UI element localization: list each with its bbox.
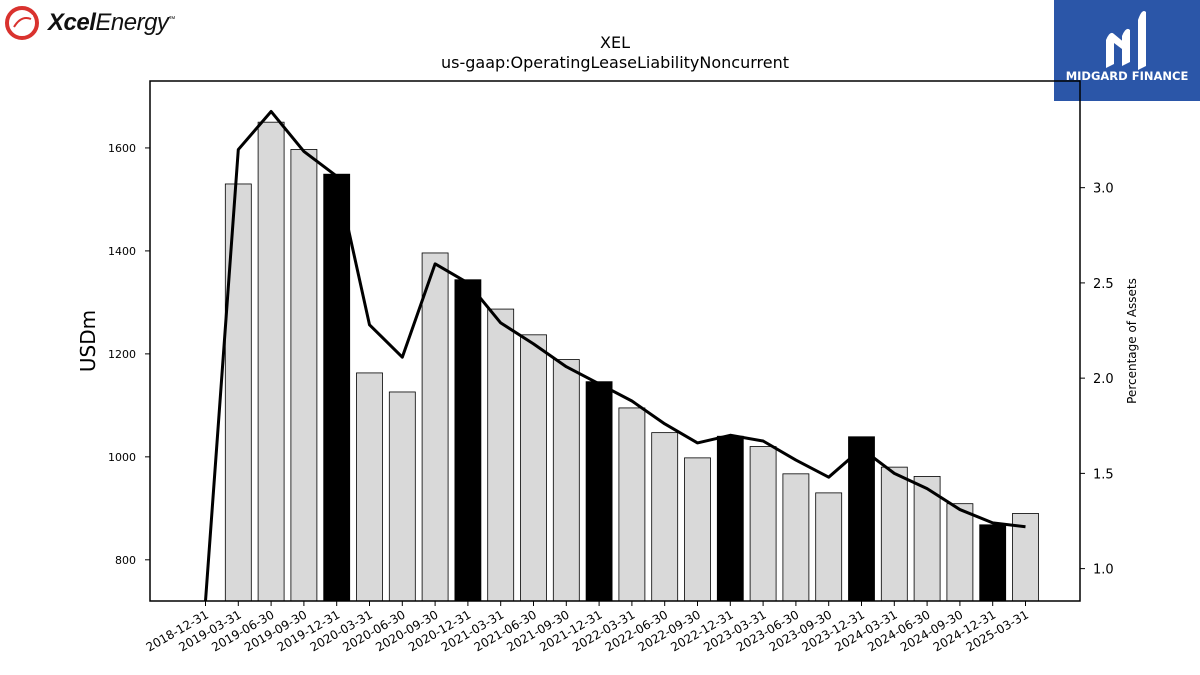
bar-2023-03-31 [749, 446, 777, 602]
bar-2019-12-31 [323, 173, 351, 602]
bar-2020-06-30 [388, 391, 416, 602]
y-right-tick-label: 2.5 [1093, 277, 1114, 292]
midgard-mark-icon [1106, 11, 1146, 70]
y-right-tick-label: 1.0 [1093, 563, 1114, 578]
percentage-of-assets-line [204, 109, 1026, 602]
bar-2021-12-31 [585, 381, 613, 602]
chart-title: XEL [600, 33, 630, 52]
plot-frame [149, 80, 1081, 602]
bar-2020-09-30 [421, 252, 449, 602]
xcel-energy-logo: XcelEnergy™ [4, 4, 175, 42]
y-right-tick-label: 2.0 [1093, 372, 1114, 387]
y-axis-label: USDm [76, 310, 100, 372]
midgard-logo-text: MIDGARD FINANCE [1065, 69, 1189, 83]
bar-2022-12-31 [716, 435, 744, 602]
y-tick-label: 800 [115, 554, 136, 567]
bar-2019-03-31 [224, 183, 252, 602]
bar-2019-06-30 [257, 121, 285, 602]
bar-2020-12-31 [454, 279, 482, 602]
bar-2022-09-30 [684, 457, 711, 602]
y-right-tick-label: 3.0 [1093, 182, 1114, 197]
xcel-swirl-icon [5, 6, 39, 40]
bar-2021-09-30 [552, 359, 580, 602]
bar-2023-06-30 [782, 473, 810, 602]
midgard-finance-logo: MIDGARD FINANCE [1054, 0, 1200, 101]
chart-subtitle: us-gaap:OperatingLeaseLiabilityNoncurren… [441, 53, 789, 72]
y-tick-label: 1400 [108, 245, 136, 258]
bar-2024-12-31 [979, 524, 1007, 602]
bar-2023-12-31 [848, 436, 875, 602]
bar-2019-09-30 [290, 149, 318, 602]
y-tick-label: 1600 [108, 142, 136, 155]
bar-2020-03-31 [356, 372, 383, 602]
y-tick-label: 1000 [108, 451, 136, 464]
bar-2021-03-31 [487, 308, 515, 602]
y-right-tick-label: 1.5 [1093, 467, 1114, 482]
y-axis-right-label: Percentage of Assets [1125, 278, 1139, 404]
y-tick-label: 1200 [108, 348, 136, 361]
bar-2024-03-31 [880, 466, 908, 602]
bar-2022-06-30 [651, 432, 679, 602]
xcel-logo-text: XcelEnergy™ [48, 9, 175, 36]
bar-2021-06-30 [520, 334, 547, 602]
bar-2024-09-30 [946, 503, 974, 602]
bar-2023-09-30 [815, 492, 843, 602]
bar-2022-03-31 [618, 407, 646, 602]
